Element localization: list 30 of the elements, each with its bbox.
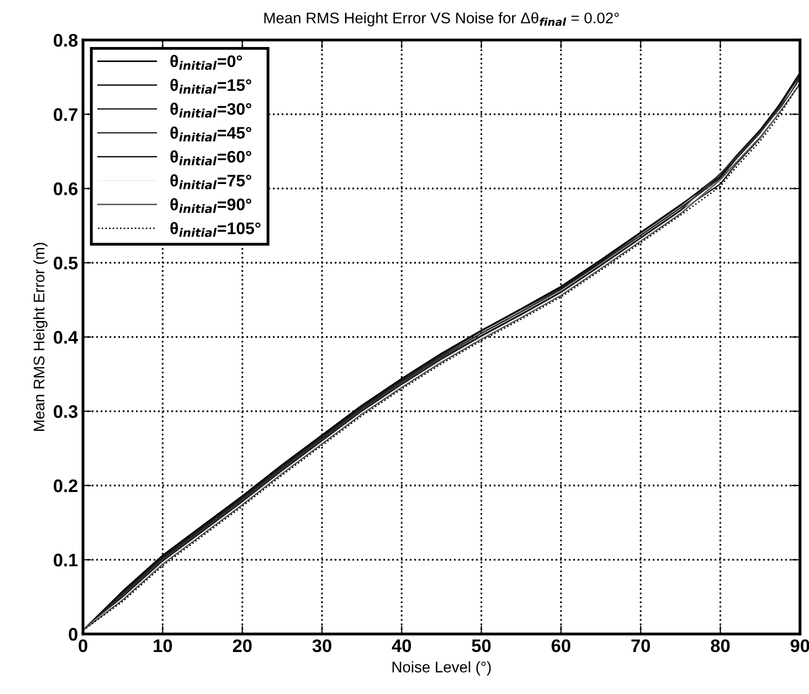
y-axis-title: Mean RMS Height Error (m)	[33, 242, 48, 431]
x-tick-label: 40	[392, 639, 411, 652]
x-tick-label: 0	[78, 639, 88, 652]
legend-label: θ$_{initial}$=15°	[170, 78, 252, 94]
y-tick-label: 0.3	[54, 405, 78, 418]
y-tick-label: 0.2	[54, 479, 78, 492]
x-tick-label: 30	[312, 639, 332, 652]
x-tick-label: 60	[552, 639, 570, 652]
legend-label: θ$_{initial}$=60°	[170, 150, 252, 166]
legend-label: θ$_{initial}$=75°	[170, 174, 252, 190]
x-tick-label: 20	[232, 639, 252, 652]
y-tick-label: 0.7	[54, 108, 78, 121]
legend-label: θ$_{initial}$=105°	[170, 222, 261, 237]
y-tick-label: 0	[68, 628, 78, 641]
x-tick-label: 90	[790, 639, 809, 652]
x-tick-label: 10	[154, 639, 172, 652]
chart-title: Mean RMS Height Error VS Noise for Δθ$_{final}$ = 0.02°	[264, 12, 619, 26]
legend-label: θ$_{initial}$=30°	[170, 102, 252, 118]
x-tick-label: 80	[710, 639, 730, 652]
legend-label: θ$_{initial}$=45°	[170, 126, 252, 142]
x-axis-title: Noise Level (°)	[392, 661, 491, 676]
legend-label: θ$_{initial}$=0°	[170, 54, 242, 70]
y-tick-label: 0.8	[54, 34, 78, 47]
x-tick-label: 50	[472, 639, 491, 652]
y-tick-label: 0.6	[54, 182, 78, 196]
y-tick-label: 0.5	[54, 256, 78, 270]
y-tick-label: 0.1	[54, 554, 78, 566]
x-tick-label: 70	[631, 639, 650, 652]
y-tick-label: 0.4	[54, 330, 78, 344]
legend-label: θ$_{initial}$=90°	[170, 198, 252, 214]
